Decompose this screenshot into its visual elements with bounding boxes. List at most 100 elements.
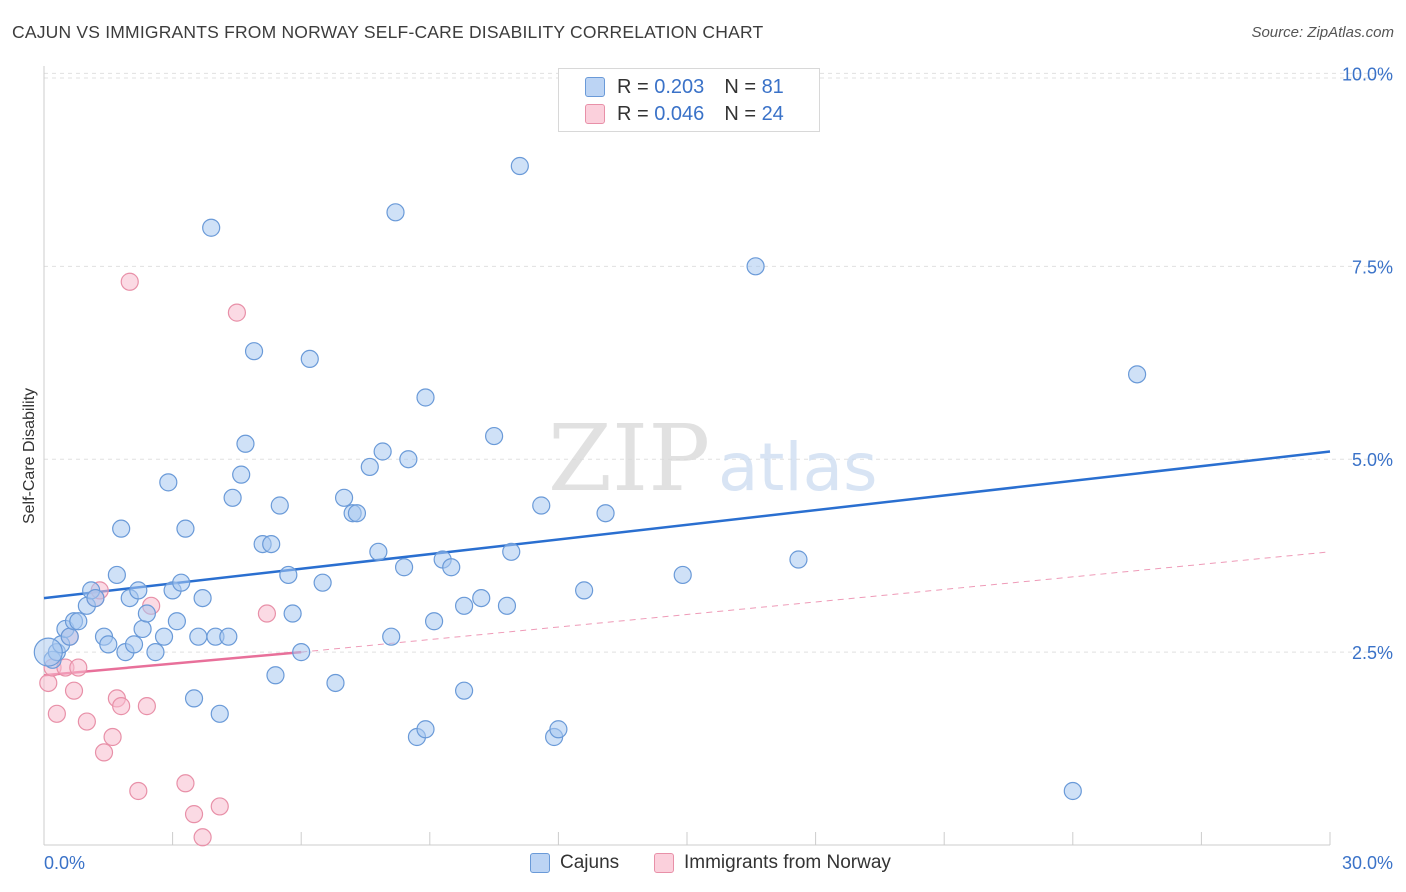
y-axis-label: Self-Care Disability <box>21 388 38 524</box>
data-point-cajun <box>1063 781 1082 801</box>
data-point-cajun <box>202 218 221 237</box>
legend-r-label: R = <box>617 75 649 98</box>
data-point-cajun <box>472 588 491 608</box>
data-point-norway <box>227 303 246 322</box>
data-point-norway <box>184 805 204 824</box>
data-point-norway <box>94 743 114 762</box>
legend-r-value: 0.203 <box>654 75 705 98</box>
trend-lines <box>43 450 1331 677</box>
data-point-cajun <box>532 496 551 515</box>
data-point-cajun <box>283 604 302 623</box>
bottom-legend-cajuns: Cajuns <box>530 852 619 874</box>
data-point-cajun <box>137 604 156 623</box>
data-point-norway <box>210 797 229 816</box>
data-point-cajun <box>416 720 435 739</box>
data-point-norway <box>69 658 88 677</box>
data-point-norway <box>112 697 131 716</box>
data-point-cajun <box>232 465 251 484</box>
x-tick-label: 0.0% <box>44 853 85 873</box>
data-point-cajun <box>549 720 568 739</box>
data-point-cajun <box>360 457 379 477</box>
bottom-legend-norway: Immigrants from Norway <box>654 852 891 874</box>
legend-n-label: N = <box>724 75 756 98</box>
data-point-cajun <box>673 565 692 585</box>
data-point-cajun <box>223 488 242 507</box>
data-point-norway <box>64 681 84 700</box>
watermark: ZIP atlas <box>548 405 878 512</box>
data-point-cajun <box>454 681 474 700</box>
data-point-cajun <box>596 504 615 523</box>
data-point-cajun <box>189 627 208 646</box>
legend-n-value: 24 <box>761 102 784 125</box>
correlation-legend: R = 0.203 N = 81 R = 0.046 N = 24 <box>558 68 820 132</box>
data-point-cajun-cluster <box>33 637 63 667</box>
trend-line-norway-extension <box>301 551 1331 653</box>
data-point-cajun <box>69 612 88 631</box>
trend-line-cajun <box>43 450 1331 600</box>
bottom-legend-cajuns-label: Cajuns <box>560 852 620 873</box>
data-point-norway <box>120 272 139 291</box>
data-point-cajun <box>416 388 435 407</box>
data-point-norway <box>176 774 195 793</box>
data-point-cajun <box>326 673 345 693</box>
bottom-swatch-cajuns <box>530 853 550 873</box>
data-point-cajun <box>86 588 105 608</box>
data-point-cajun <box>124 635 144 654</box>
data-point-cajun <box>219 627 238 646</box>
data-point-cajun <box>334 488 354 507</box>
data-point-cajun <box>382 627 401 646</box>
chart-source: Source: ZipAtlas.com <box>1251 24 1394 41</box>
data-point-norway <box>257 604 277 623</box>
data-point-cajun <box>1127 365 1147 384</box>
data-point-cajun <box>575 581 594 600</box>
data-point-cajun <box>394 558 414 577</box>
data-point-cajun <box>497 596 517 615</box>
data-point-cajun <box>112 519 131 538</box>
data-point-norway <box>103 727 122 747</box>
cajun-points <box>33 156 1147 801</box>
bottom-swatch-norway <box>654 853 674 873</box>
data-point-cajun <box>159 473 178 492</box>
legend-swatch-norway <box>585 104 605 124</box>
x-tick-labels: 0.0% 30.0% <box>44 853 1393 873</box>
data-point-cajun <box>502 542 521 561</box>
data-point-cajun <box>266 666 285 685</box>
data-point-cajun <box>270 496 289 515</box>
data-point-cajun <box>244 342 264 361</box>
data-point-norway <box>39 673 58 693</box>
data-point-cajun <box>129 581 148 600</box>
legend-n-value: 81 <box>761 75 784 98</box>
legend-row-cajun: R = 0.203 N = 81 <box>585 75 784 99</box>
data-point-cajun <box>369 542 388 561</box>
y-tick-label: 2.5% <box>1352 643 1393 663</box>
data-point-cajun <box>107 565 126 585</box>
chart-title: CAJUN VS IMMIGRANTS FROM NORWAY SELF-CAR… <box>12 22 764 42</box>
data-point-cajun <box>154 627 174 646</box>
data-point-cajun <box>262 534 281 554</box>
norway-points <box>39 272 277 847</box>
data-point-cajun <box>746 257 765 276</box>
data-point-cajun <box>176 519 195 538</box>
x-ticks <box>172 832 1331 845</box>
trend-line-norway <box>43 650 302 677</box>
data-point-cajun <box>167 612 186 631</box>
legend-row-norway: R = 0.046 N = 24 <box>585 102 784 126</box>
y-tick-label: 7.5% <box>1352 257 1393 277</box>
data-point-cajun <box>193 588 212 608</box>
data-point-cajun <box>292 643 311 662</box>
legend-r-label: R = <box>617 102 649 125</box>
data-point-cajun <box>210 704 229 723</box>
data-point-cajun <box>172 573 191 592</box>
legend-swatch-cajun <box>585 77 605 97</box>
data-point-cajun <box>99 635 118 654</box>
y-tick-labels: 2.5% 5.0% 7.5% 10.0% <box>1342 64 1393 663</box>
data-point-cajun <box>399 450 418 469</box>
data-point-cajun <box>184 689 204 708</box>
data-point-norway <box>193 828 212 847</box>
data-point-cajun <box>485 426 504 446</box>
data-point-cajun <box>279 565 298 585</box>
data-point-norway <box>77 712 96 731</box>
data-point-cajun <box>789 550 808 569</box>
data-point-norway <box>47 704 66 723</box>
watermark-atlas: atlas <box>718 429 878 506</box>
